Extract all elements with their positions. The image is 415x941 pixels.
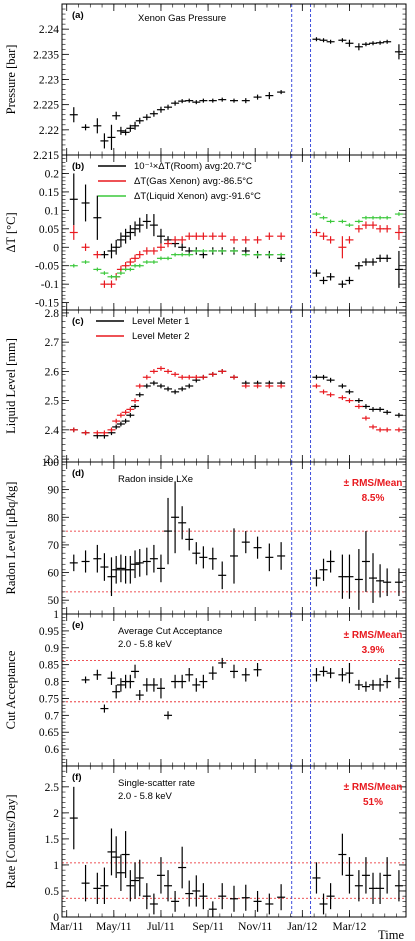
y-axis-title: Liquid Level [mm]: [4, 338, 18, 434]
rms-mean-value: 8.5%: [362, 493, 385, 504]
y-tick-label: -0.05: [35, 261, 59, 273]
y-tick-label: 2.8: [45, 308, 60, 320]
y-tick-label: 1: [53, 860, 59, 872]
y-tick-label: 0.9: [45, 643, 60, 655]
y-tick-label: 0.15: [39, 187, 59, 199]
y-tick-label: 2.7: [45, 337, 60, 349]
series-data: [81, 657, 403, 720]
y-tick-label: 0.85: [39, 660, 59, 672]
x-tick-label: Jul/11: [147, 921, 175, 933]
y-tick-label: 2.215: [33, 150, 59, 162]
y-tick-label: 0.2: [45, 168, 60, 180]
y-axis-title: Rate [Counts/Day]: [4, 794, 18, 888]
y-tick-label: 0.8: [45, 677, 60, 689]
y-axis-title: ΔT [°C]: [4, 212, 18, 252]
rms-mean-value: 51%: [363, 797, 383, 808]
panel-letter: (d): [72, 468, 84, 479]
panel-annotation: Xenon Gas Pressure: [138, 13, 226, 24]
panel-letter: (e): [72, 620, 84, 631]
y-tick-label: 0.65: [39, 727, 59, 739]
y-tick-label: 0.5: [45, 886, 60, 898]
panel-annotation: Average Cut Acceptance: [118, 626, 222, 637]
x-tick-label: Mar/11: [50, 921, 84, 933]
y-tick-label: 50: [48, 595, 60, 607]
y-tick-label: 2: [53, 808, 59, 820]
y-tick-label: 90: [48, 485, 60, 497]
y-tick-label: 60: [48, 568, 60, 580]
x-tick-label: May/11: [96, 921, 132, 933]
panel-frame: [61, 765, 407, 918]
y-tick-label: 2.22: [39, 125, 59, 137]
y-tick-label: 2.225: [33, 100, 59, 112]
y-tick-label: 2.23: [39, 75, 59, 87]
panel-letter: (b): [72, 161, 84, 172]
y-tick-label: -0.1: [41, 279, 59, 291]
y-tick-label: 2.6: [45, 366, 60, 378]
y-tick-label: -0.15: [35, 298, 59, 310]
y-axis-title: Cut Acceptance: [4, 650, 18, 729]
y-tick-label: 100: [42, 457, 60, 469]
y-tick-label: 0.7: [45, 710, 60, 722]
y-axis-title: Pressure [bar]: [4, 45, 18, 115]
series--t-gas-xenon-avg-86-5-c: [69, 221, 403, 288]
panel-letter: (f): [72, 772, 82, 783]
legend-entry: 10⁻¹×ΔT(Room) avg:20.7°C: [134, 161, 252, 172]
legend-entry: Level Meter 1: [132, 316, 190, 327]
series-data: [69, 37, 403, 150]
panel-f: [61, 765, 407, 918]
series-data: [69, 481, 403, 610]
panel-b: [61, 154, 407, 311]
panel-c: [61, 309, 407, 463]
panel-annotation: Radon inside LXe: [118, 474, 193, 485]
series-level-meter-2: [69, 366, 403, 436]
series-data: [69, 786, 403, 917]
y-tick-label: 0.05: [39, 224, 59, 236]
rms-mean-label: ± RMS/Mean: [344, 630, 403, 641]
y-tick-label: 0.1: [45, 205, 60, 217]
legend-entry: ΔT(Liquid Xenon) avg:-91.6°C: [134, 191, 261, 202]
panel-e: [61, 613, 407, 767]
y-tick-label: 2.5: [45, 782, 60, 794]
rms-mean-value: 3.9%: [362, 645, 385, 656]
x-tick-label: Sep/11: [192, 921, 224, 933]
panel-d: [61, 461, 407, 615]
rms-mean-label: ± RMS/Mean: [344, 782, 403, 793]
x-tick-label: Jan/12: [287, 921, 317, 933]
panel-letter: (a): [72, 10, 84, 21]
y-tick-label: 2.3: [45, 454, 60, 466]
y-tick-label: 2.235: [33, 49, 59, 61]
series--t-liquid-xenon-avg-91-6-c: [69, 212, 403, 279]
x-tick-label: Nov/11: [238, 921, 272, 933]
y-tick-label: 80: [48, 512, 60, 524]
y-tick-label: 0: [53, 912, 59, 924]
y-tick-label: 1.5: [45, 834, 60, 846]
y-tick-label: 70: [48, 540, 60, 552]
y-tick-label: 1: [53, 609, 59, 621]
panel-annotation: 2.0 - 5.8 keV: [118, 791, 173, 802]
x-axis-title: Time: [378, 928, 404, 941]
panel-letter: (c): [72, 316, 84, 327]
panel-annotation: Single-scatter rate: [118, 778, 195, 789]
y-tick-label: 2.24: [39, 24, 59, 36]
legend-entry: Level Meter 2: [132, 331, 190, 342]
rms-mean-label: ± RMS/Mean: [344, 478, 403, 489]
panel-annotation: 2.0 - 5.8 keV: [118, 639, 173, 650]
y-tick-label: 0.95: [39, 626, 59, 638]
x-tick-label: Mar/12: [333, 921, 367, 933]
y-tick-label: 2.5: [45, 396, 60, 408]
y-axis-title: Radon Level [μBq/kg]: [4, 482, 18, 595]
y-tick-label: 0: [53, 242, 59, 254]
legend-entry: ΔT(Gas Xenon) avg:-86.5°C: [134, 176, 253, 187]
y-tick-label: 0.6: [45, 744, 60, 756]
y-tick-label: 2.4: [45, 425, 60, 437]
y-tick-label: 0.75: [39, 693, 59, 705]
